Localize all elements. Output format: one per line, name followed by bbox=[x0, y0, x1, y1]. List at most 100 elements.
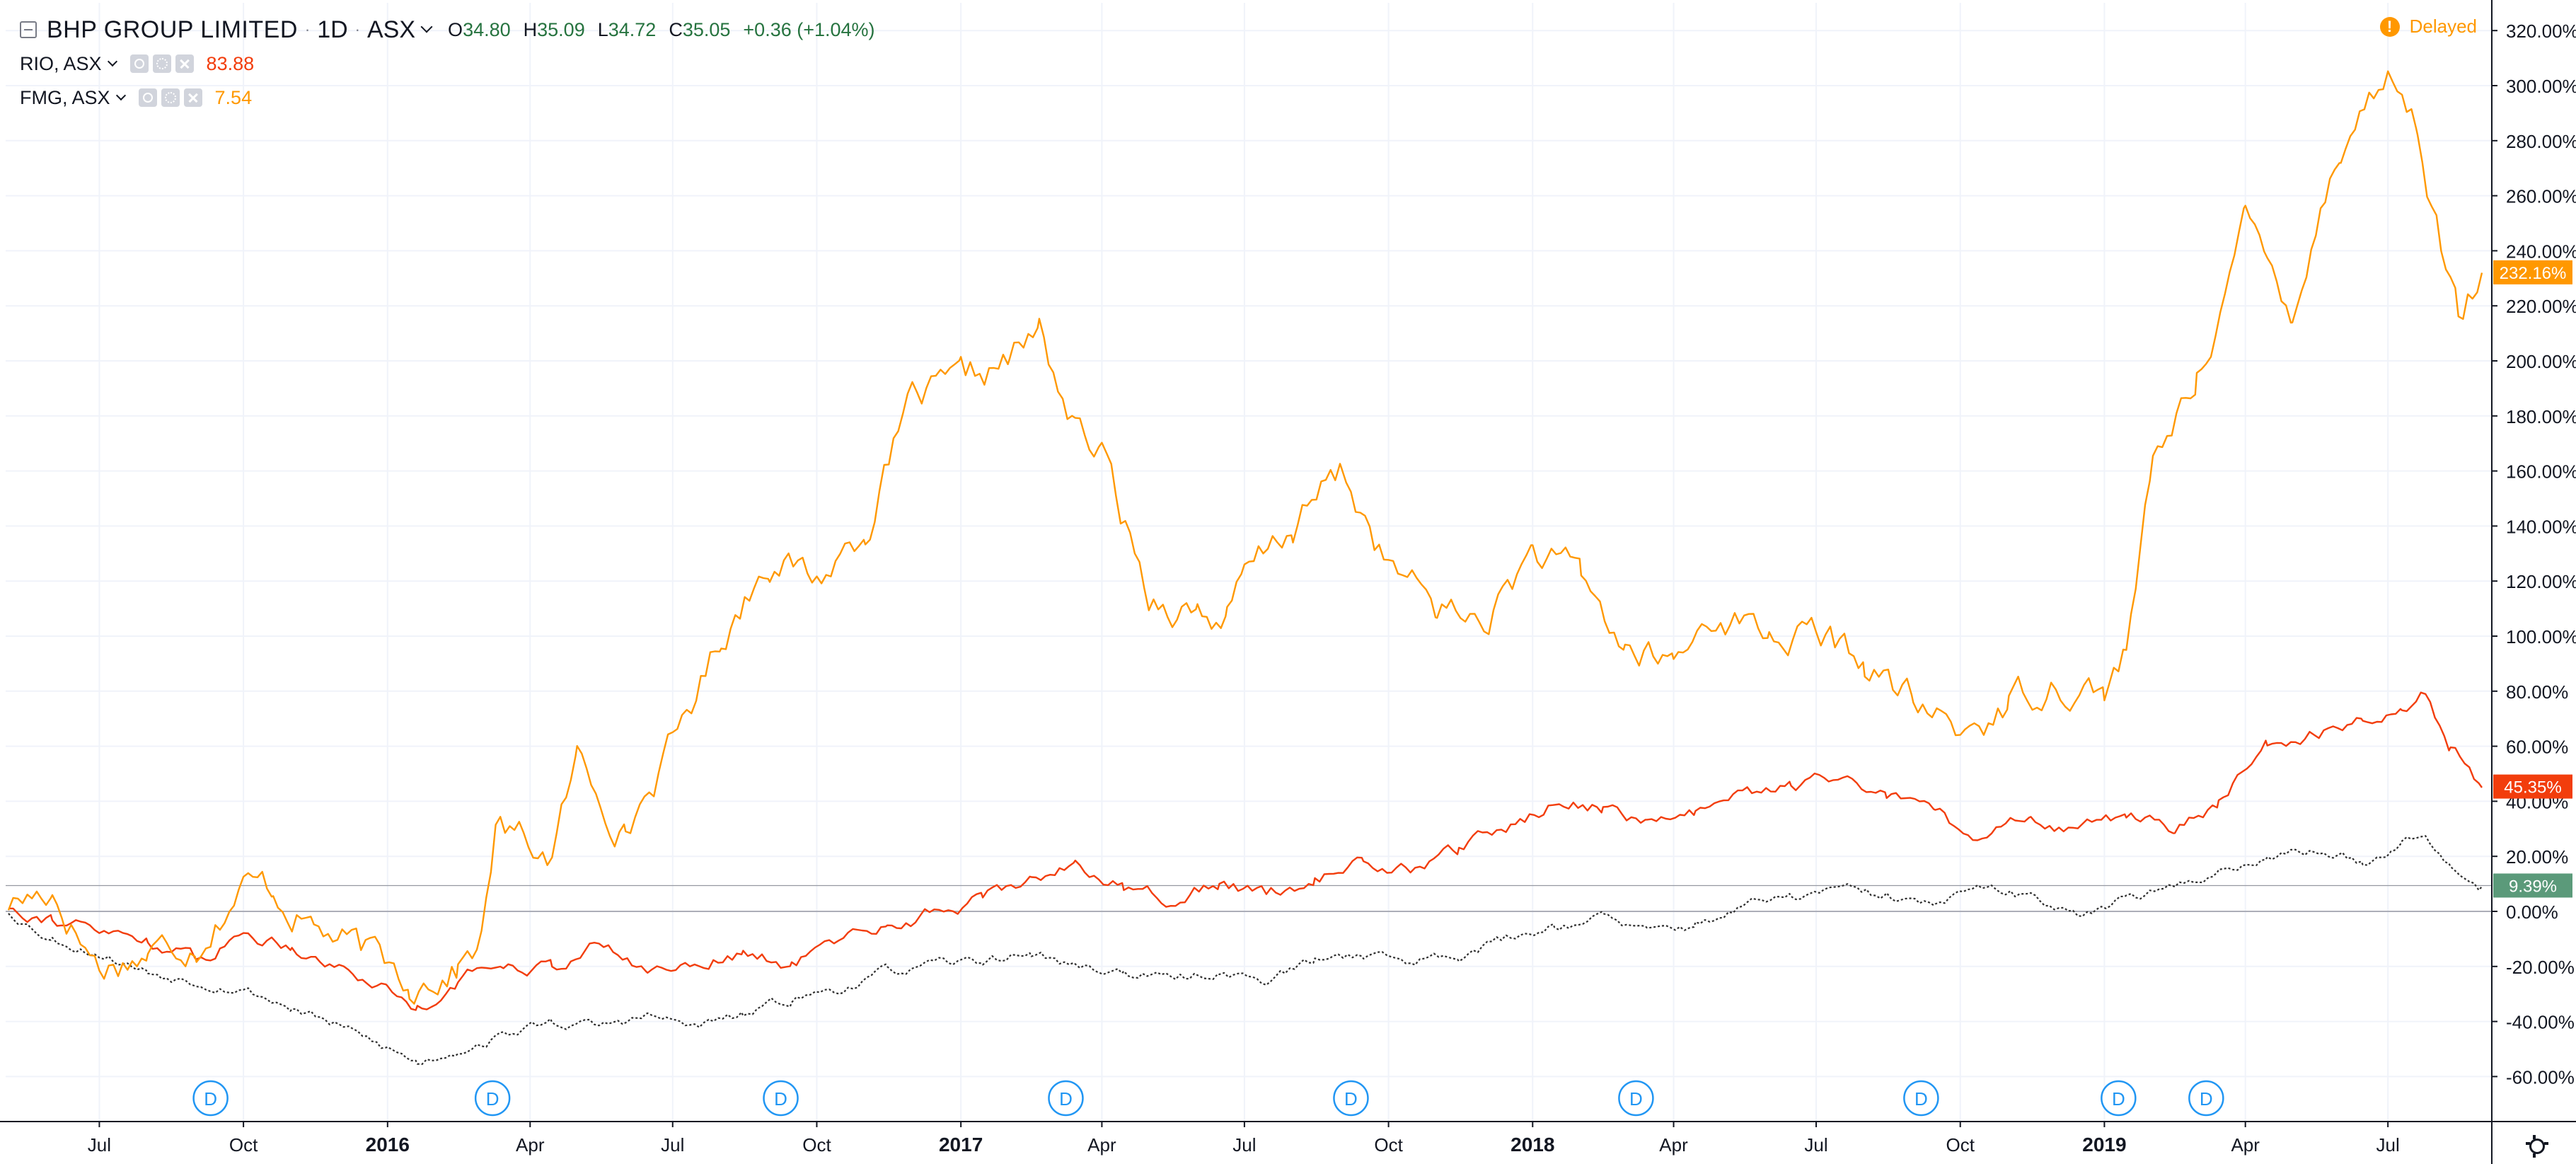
x-tick-label: Jul bbox=[2376, 1134, 2400, 1156]
last-value-label: 9.39% bbox=[2493, 873, 2572, 898]
dividend-marker-icon[interactable]: D bbox=[763, 1080, 799, 1117]
y-tick-label: 280.00% bbox=[2506, 131, 2576, 152]
y-tick-label: 240.00% bbox=[2506, 241, 2576, 262]
dividend-marker-label: D bbox=[1344, 1088, 1358, 1110]
last-value-text: 232.16% bbox=[2500, 264, 2567, 283]
compare-value: 83.88 bbox=[206, 53, 255, 74]
eye-icon[interactable] bbox=[138, 88, 157, 107]
y-tick-label: 0.00% bbox=[2506, 901, 2558, 923]
symbol-title[interactable]: BHP GROUP LIMITED bbox=[47, 16, 298, 43]
y-tick-label: 120.00% bbox=[2506, 571, 2576, 592]
change-value: +0.36 (+1.04%) bbox=[743, 19, 875, 40]
x-tick-label: Oct bbox=[1374, 1134, 1403, 1156]
y-tick-label: 100.00% bbox=[2506, 626, 2576, 647]
price-scale[interactable]: 320.00% 300.00% 280.00% 260.00% 240.00% 220.0… bbox=[2492, 21, 2576, 1088]
x-tick-label: 2018 bbox=[1511, 1134, 1554, 1156]
last-value-text: 9.39% bbox=[2509, 877, 2557, 896]
last-value-label: 232.16% bbox=[2493, 260, 2572, 284]
series-line-rio[interactable] bbox=[8, 691, 2483, 1011]
x-tick-label: Oct bbox=[1946, 1134, 1975, 1156]
x-tick-label: Apr bbox=[2231, 1134, 2260, 1156]
dividend-marker-label: D bbox=[204, 1088, 217, 1110]
gear-icon[interactable] bbox=[161, 88, 180, 107]
dividend-marker-icon[interactable]: D bbox=[1618, 1080, 1654, 1117]
dividend-marker-label: D bbox=[1059, 1088, 1073, 1110]
delayed-status[interactable]: ! Delayed bbox=[2379, 16, 2477, 38]
chevron-down-icon[interactable] bbox=[107, 56, 117, 67]
eye-icon[interactable] bbox=[129, 54, 149, 73]
x-tick-label: Apr bbox=[1659, 1134, 1688, 1156]
separator-dot: · bbox=[304, 21, 311, 38]
dividend-marker-icon[interactable]: D bbox=[1048, 1080, 1084, 1117]
dividend-marker-label: D bbox=[1914, 1088, 1928, 1110]
legend-compare-row-fmg[interactable]: FMG, ASX 7.54 bbox=[20, 81, 875, 115]
x-tick-label: Jul bbox=[661, 1134, 684, 1156]
dividend-marker-label: D bbox=[486, 1088, 499, 1110]
x-tick-label: Jul bbox=[88, 1134, 111, 1156]
series-line-fmg[interactable] bbox=[7, 70, 2483, 1005]
collapse-icon[interactable] bbox=[20, 21, 37, 38]
time-scale[interactable]: Jul Oct 2016 Apr Jul Oct 2017 Apr Jul Oct 2018 Apr J… bbox=[88, 1122, 2400, 1156]
open-value: O34.80 bbox=[448, 19, 511, 40]
gear-icon[interactable] bbox=[152, 54, 171, 73]
chevron-down-icon[interactable] bbox=[420, 21, 433, 33]
dividend-marker-icon[interactable]: D bbox=[1333, 1080, 1369, 1117]
y-tick-label: 320.00% bbox=[2506, 21, 2576, 42]
y-tick-label: 140.00% bbox=[2506, 516, 2576, 537]
chevron-down-icon[interactable] bbox=[115, 90, 126, 101]
close-value: C35.05 bbox=[669, 19, 731, 40]
x-tick-label: 2016 bbox=[366, 1134, 410, 1156]
legend-main-row[interactable]: BHP GROUP LIMITED · 1D · ASX O34.80 H35.… bbox=[20, 13, 875, 47]
compare-symbol[interactable]: RIO, ASX bbox=[20, 53, 102, 74]
separator-dot: · bbox=[354, 21, 360, 38]
x-tick-label: 2017 bbox=[939, 1134, 983, 1156]
y-tick-label: 60.00% bbox=[2506, 737, 2568, 758]
dividend-marker-icon[interactable]: D bbox=[474, 1080, 511, 1117]
dividend-marker-icon[interactable]: D bbox=[2188, 1080, 2224, 1117]
compare-symbol[interactable]: FMG, ASX bbox=[20, 87, 110, 108]
exchange-label: ASX bbox=[367, 16, 416, 43]
legend-compare-row-rio[interactable]: RIO, ASX 83.88 bbox=[20, 47, 875, 81]
dividend-marker-icon[interactable]: D bbox=[1903, 1080, 1939, 1117]
y-tick-label: 80.00% bbox=[2506, 681, 2568, 703]
x-tick-label: Oct bbox=[802, 1134, 831, 1156]
x-tick-label: Apr bbox=[1087, 1134, 1116, 1156]
close-icon[interactable] bbox=[183, 88, 202, 107]
x-tick-label: Jul bbox=[1804, 1134, 1827, 1156]
dividend-marker-icon[interactable]: D bbox=[2101, 1080, 2137, 1117]
warning-icon: ! bbox=[2379, 16, 2400, 37]
dividend-marker-label: D bbox=[1629, 1088, 1643, 1110]
dividend-marker-icon[interactable]: D bbox=[192, 1080, 229, 1117]
y-tick-label: 20.00% bbox=[2506, 846, 2568, 868]
x-tick-label: Apr bbox=[516, 1134, 545, 1156]
dividend-marker-label: D bbox=[774, 1088, 787, 1110]
high-value: H35.09 bbox=[523, 19, 585, 40]
low-value: L34.72 bbox=[597, 19, 657, 40]
x-tick-label: Oct bbox=[229, 1134, 258, 1156]
delayed-label: Delayed bbox=[2409, 16, 2477, 37]
x-tick-label: Jul bbox=[1232, 1134, 1256, 1156]
y-tick-label: -60.00% bbox=[2506, 1066, 2575, 1088]
series-line-bhp[interactable] bbox=[8, 835, 2483, 1066]
interval-label[interactable]: 1D bbox=[317, 16, 348, 43]
y-tick-label: 300.00% bbox=[2506, 76, 2576, 97]
y-tick-label: -20.00% bbox=[2506, 957, 2575, 978]
y-tick-label: 160.00% bbox=[2506, 461, 2576, 483]
compare-value: 7.54 bbox=[214, 87, 253, 108]
y-tick-label: 260.00% bbox=[2506, 186, 2576, 207]
y-tick-label: 220.00% bbox=[2506, 296, 2576, 317]
settings-icon[interactable] bbox=[2526, 1135, 2548, 1158]
y-tick-label: -40.00% bbox=[2506, 1012, 2575, 1033]
chart-legend: BHP GROUP LIMITED · 1D · ASX O34.80 H35.… bbox=[20, 13, 875, 115]
dividend-marker-label: D bbox=[2112, 1088, 2125, 1110]
dividend-marker-label: D bbox=[2200, 1088, 2213, 1110]
close-icon[interactable] bbox=[175, 54, 194, 73]
last-value-labels: 232.16% 45.35% 9.39% bbox=[2493, 260, 2572, 898]
grid-lines bbox=[6, 3, 2492, 1122]
y-tick-label: 200.00% bbox=[2506, 351, 2576, 372]
x-tick-label: 2019 bbox=[2082, 1134, 2126, 1156]
y-tick-label: 180.00% bbox=[2506, 406, 2576, 427]
